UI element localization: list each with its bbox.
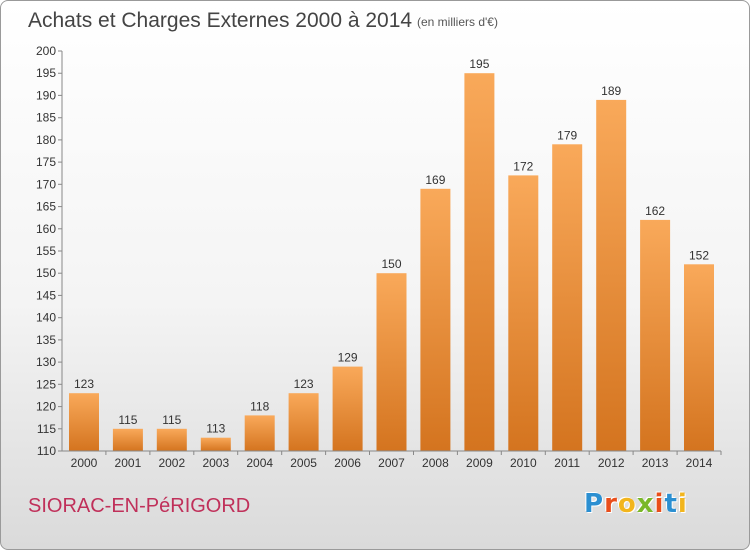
- bar-2007: [376, 273, 407, 451]
- bar-2000: [69, 393, 99, 451]
- x-tick-label-2014: 2014: [686, 456, 713, 470]
- bar-2008: [420, 188, 451, 452]
- y-tick-label-185: 185: [36, 111, 56, 125]
- y-tick-label-145: 145: [36, 288, 56, 302]
- y-tick-label-130: 130: [36, 355, 56, 369]
- bar-2004: [244, 415, 275, 451]
- x-tick-label-2006: 2006: [334, 456, 361, 470]
- bar-2009: [464, 73, 495, 451]
- logo-letter: x: [636, 489, 655, 519]
- data-label-2014: 152: [689, 248, 709, 262]
- bar-2013: [640, 219, 671, 451]
- commune-name: SIORAC-EN-PéRIGORD: [28, 495, 251, 517]
- data-label-2006: 129: [338, 351, 358, 365]
- data-label-2004: 118: [250, 399, 269, 413]
- x-tick-label-2010: 2010: [510, 456, 537, 470]
- y-tick-label-195: 195: [36, 66, 56, 80]
- logo-letter: r: [604, 489, 618, 519]
- y-tick-label-200: 200: [36, 44, 56, 58]
- bar-2003: [200, 437, 231, 451]
- bar-2002: [156, 428, 187, 451]
- y-tick-label-170: 170: [36, 177, 56, 191]
- data-label-2011: 179: [557, 128, 577, 142]
- axes-layer: 2000 2001 2002 2003 2004 2005 2006 2007 2008 2009…: [36, 44, 722, 470]
- data-label-2007: 150: [381, 257, 401, 271]
- bar-2010: [508, 175, 539, 451]
- y-tick-label-110: 110: [37, 444, 56, 458]
- y-tick-label-115: 115: [37, 422, 56, 436]
- y-tick-label-125: 125: [36, 377, 56, 391]
- x-tick-label-2000: 2000: [71, 456, 98, 470]
- x-tick-label-2012: 2012: [598, 456, 625, 470]
- bar-2011: [552, 144, 583, 452]
- y-tick-label-120: 120: [36, 400, 56, 414]
- data-label-2003: 113: [206, 422, 225, 436]
- x-tick-label-2011: 2011: [554, 456, 580, 470]
- data-label-2012: 189: [601, 84, 621, 98]
- x-tick-label-2001: 2001: [115, 456, 142, 470]
- y-tick-label-135: 135: [36, 333, 56, 347]
- chart-subtitle: (en milliers d'€): [417, 15, 498, 29]
- logo-letter: t: [664, 489, 678, 519]
- data-label-2000: 123: [74, 377, 94, 391]
- logo-letter: i: [677, 489, 688, 519]
- y-tick-label-175: 175: [36, 155, 56, 169]
- bar-2005: [288, 393, 319, 451]
- bar-2012: [596, 99, 627, 452]
- chart-title: Achats et Charges Externes 2000 à 2014: [28, 9, 413, 32]
- bar-2001: [112, 428, 143, 451]
- data-label-2013: 162: [645, 204, 665, 218]
- y-tick-label-160: 160: [36, 222, 56, 236]
- y-tick-label-165: 165: [36, 200, 56, 214]
- x-tick-label-2004: 2004: [246, 456, 273, 470]
- y-tick-label-190: 190: [36, 88, 56, 102]
- data-label-2010: 172: [513, 159, 533, 173]
- x-tick-label-2003: 2003: [202, 456, 229, 470]
- y-tick-label-150: 150: [36, 266, 56, 280]
- y-tick-label-180: 180: [36, 133, 56, 147]
- data-label-2008: 169: [425, 173, 445, 187]
- x-tick-label-2009: 2009: [466, 456, 493, 470]
- bar-2006: [332, 366, 363, 451]
- data-label-2009: 195: [469, 57, 489, 71]
- data-label-2005: 123: [294, 377, 314, 391]
- data-label-2002: 115: [162, 413, 181, 427]
- proxiti-logo[interactable]: Proxiti: [584, 489, 688, 519]
- x-tick-label-2013: 2013: [642, 456, 669, 470]
- y-tick-label-155: 155: [36, 244, 56, 258]
- x-tick-label-2005: 2005: [290, 456, 317, 470]
- logo-letter: P: [584, 489, 605, 519]
- x-tick-label-2007: 2007: [378, 456, 405, 470]
- bar-2014: [684, 264, 714, 451]
- bars-layer: 123 115 115 113 118 123 129 150 169 195 172 179 189 1…: [69, 57, 714, 452]
- data-label-2001: 115: [118, 413, 137, 427]
- x-tick-label-2002: 2002: [158, 456, 185, 470]
- x-tick-label-2008: 2008: [422, 456, 449, 470]
- logo-letter: i: [654, 489, 665, 519]
- logo-letter: o: [617, 489, 637, 519]
- y-tick-label-140: 140: [36, 311, 56, 325]
